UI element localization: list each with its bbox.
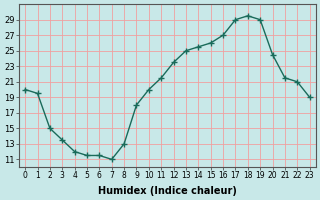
X-axis label: Humidex (Indice chaleur): Humidex (Indice chaleur) — [98, 186, 237, 196]
